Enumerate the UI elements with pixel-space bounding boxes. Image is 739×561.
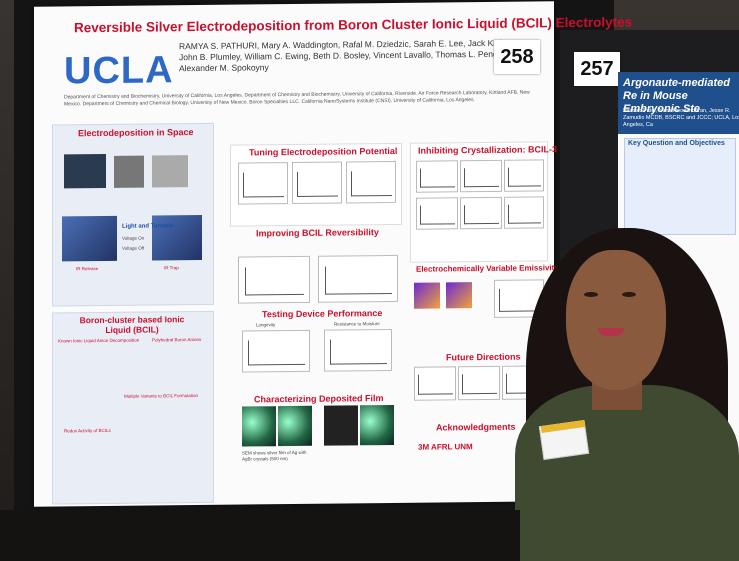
section-heading-electrodeposition: Electrodeposition in Space bbox=[78, 127, 194, 139]
floor-shadow bbox=[0, 510, 520, 561]
poster-authors: RAMYA S. PATHURI, Mary A. Waddington, Ra… bbox=[179, 37, 534, 74]
thermal-image-2 bbox=[446, 282, 472, 309]
label-light-tunable: Light and Tunable bbox=[122, 223, 174, 230]
neighbor-poster-header bbox=[618, 72, 739, 134]
section-heading-reversibility: Improving BCIL Reversibility bbox=[256, 227, 379, 239]
key-question-box bbox=[624, 138, 736, 235]
label-voltage-on: Voltage On bbox=[122, 235, 145, 241]
label-ir-trap: IR Trap bbox=[164, 265, 179, 271]
inhibit-plot-6 bbox=[504, 196, 544, 229]
sem-image-2 bbox=[278, 405, 312, 447]
research-poster: Reversible Silver Electrodeposition from… bbox=[34, 1, 633, 507]
section-heading-film: Characterizing Deposited Film bbox=[254, 393, 384, 405]
presenter-right-eye bbox=[622, 292, 636, 297]
tuning-plot-2 bbox=[292, 161, 342, 205]
ucla-logo: UCLA bbox=[64, 49, 174, 93]
label-polyhedral: Polyhedral Boron Anions bbox=[152, 336, 202, 343]
section-heading-bcil: Boron-cluster based Ionic Liquid (BCIL) bbox=[79, 314, 185, 335]
neighbor-poster-title: Argonaute-mediated Re in Mouse Embryonic… bbox=[623, 77, 730, 115]
inhibit-plot-2 bbox=[460, 159, 502, 193]
label-longevity: Longevity bbox=[256, 322, 276, 328]
reversibility-plot-1 bbox=[238, 255, 310, 304]
reversibility-plot-2 bbox=[318, 254, 398, 303]
moisture-plot bbox=[324, 328, 392, 372]
presenter-left-eye bbox=[584, 292, 598, 297]
device-diagram-right bbox=[152, 214, 202, 261]
inhibit-plot-5 bbox=[460, 196, 502, 230]
presenter-face bbox=[566, 250, 666, 390]
astronaut-image bbox=[64, 153, 106, 189]
poster-number-258: 258 bbox=[494, 40, 540, 74]
future-plot-2 bbox=[458, 365, 500, 401]
future-plot-1 bbox=[414, 366, 456, 401]
sem-image-3 bbox=[324, 405, 358, 446]
tuning-plot-1 bbox=[238, 162, 288, 205]
presenter-smile bbox=[598, 328, 624, 336]
label-multiple-variants: Multiple Variants to BCIL Formulation bbox=[124, 393, 199, 399]
section-heading-testing: Testing Device Performance bbox=[262, 308, 383, 320]
label-ir-release: IR Release bbox=[76, 266, 99, 272]
section-heading-future: Future Directions bbox=[446, 351, 521, 363]
label-redox-activity: Redox Activity of BCILs bbox=[64, 427, 111, 434]
poster-number-257: 257 bbox=[574, 52, 620, 86]
thermal-image-1 bbox=[414, 282, 440, 309]
satellite-image bbox=[152, 155, 188, 188]
tuning-plot-3 bbox=[346, 160, 396, 204]
sem-image-1 bbox=[242, 406, 276, 447]
sem-image-4 bbox=[360, 404, 394, 446]
section-heading-inhibiting: Inhibiting Crystallization: BCIL-3 bbox=[418, 144, 557, 156]
section-heading-acknowledgments: Acknowledgments bbox=[436, 421, 516, 433]
longevity-plot bbox=[242, 329, 310, 373]
label-known-decomp: Known Ionic Liquid Anion Decomposition bbox=[58, 337, 140, 344]
sem-caption: SEM shows silver film of Ag with AgBr cr… bbox=[242, 449, 307, 462]
section-heading-tuning: Tuning Electrodeposition Potential bbox=[249, 145, 398, 158]
device-diagram-left bbox=[62, 215, 117, 262]
inhibit-plot-3 bbox=[504, 159, 544, 192]
inhibit-plot-1 bbox=[416, 160, 458, 193]
sponsor-logos: 3M AFRL UNM bbox=[418, 442, 473, 452]
label-resistance: Resistance to Moisture bbox=[334, 321, 380, 327]
neighbor-poster-authors: Vandan Patel, Nima Hoooshdaran, Jesse R.… bbox=[623, 108, 739, 128]
key-question-title: Key Question and Objectives bbox=[628, 140, 725, 147]
section-heading-emissivity: Electrochemically Variable Emissivity bbox=[416, 263, 559, 274]
label-voltage-off: Voltage Off bbox=[122, 245, 145, 251]
radiator-image bbox=[114, 155, 144, 188]
inhibit-plot-4 bbox=[416, 197, 458, 230]
poster-title: Reversible Silver Electrodeposition from… bbox=[74, 14, 633, 36]
presenter-sweater bbox=[515, 385, 739, 561]
